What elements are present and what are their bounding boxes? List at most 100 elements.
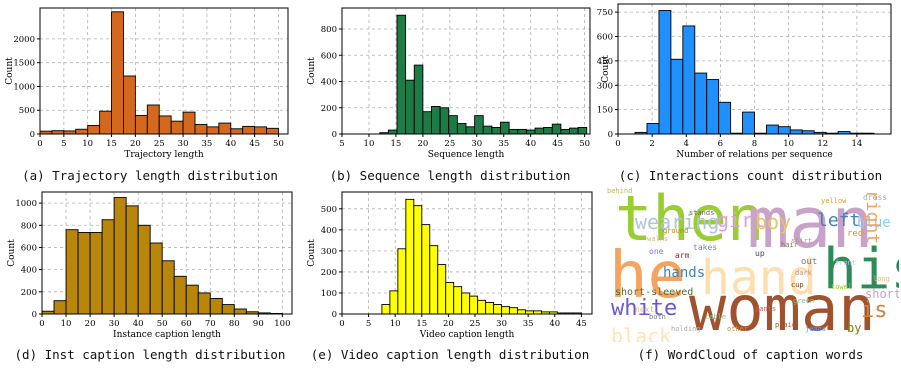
x-axis-label: Instance caption length: [113, 330, 221, 340]
bar: [113, 197, 127, 315]
chart-c-svg: 0 2 4 6 8 10 12 14 0 150 300 450 600 750 Number of rel…: [597, 3, 892, 160]
bar: [445, 281, 455, 315]
bar: [65, 229, 79, 315]
wordcloud-word: is: [861, 298, 888, 323]
chart-d-svg: 0 10 20 30 40 50 60 70 80 90 10002004006008001000I…: [7, 191, 293, 340]
bar: [465, 126, 476, 135]
wordcloud-word: short-sleeved: [615, 287, 694, 298]
caption-c: (c) Interactions count distribution: [618, 168, 883, 183]
bar: [161, 260, 175, 315]
bar: [405, 198, 415, 315]
bar: [194, 124, 208, 135]
wordcloud-word: he: [609, 239, 687, 313]
bar: [173, 275, 187, 315]
wordcloud-word: red: [847, 229, 864, 239]
chart-a-svg: 0 5 10 15 20 25 30 35 40 45 500500100015002000Traj…: [5, 7, 289, 160]
wordcloud-word: cup: [791, 281, 804, 289]
bar: [75, 128, 89, 135]
wordcloud-word: plaid: [775, 321, 797, 329]
caption-e: (e) Video caption length distribution: [310, 347, 590, 362]
wordcloud-word: dress: [863, 193, 888, 202]
bar: [396, 14, 407, 135]
bar: [437, 264, 447, 315]
wordcloud-word: other: [727, 325, 749, 333]
x-tick-label: 35: [498, 139, 509, 149]
bar: [405, 79, 415, 135]
y-tick-label: 0: [608, 130, 613, 140]
bar: [682, 25, 696, 135]
bar: [456, 123, 467, 135]
chart-panel-b: 5 10 15 20 25 30 35 40 45 50 0 200 400 600 800 Sequence…: [300, 0, 600, 166]
wordcloud-word: hands: [663, 265, 706, 281]
wordcloud-word: left: [817, 210, 861, 231]
wordcloud-word: woman: [689, 272, 876, 342]
wordcloud-word: behind: [607, 187, 633, 195]
y-axis-label: Count: [601, 55, 611, 83]
bar: [718, 101, 732, 135]
bar: [221, 304, 235, 315]
bar: [233, 308, 247, 315]
x-tick-label: 60: [181, 319, 192, 329]
x-tick-label: 20: [443, 319, 454, 329]
y-tick-label: 600: [321, 51, 337, 61]
x-tick-label: 10: [783, 139, 794, 149]
x-tick-label: 2: [649, 139, 654, 149]
y-tick-label: 200: [21, 288, 37, 298]
bar: [149, 242, 163, 315]
bar: [89, 232, 103, 315]
bar: [185, 284, 199, 315]
caption-f: (f) WordCloud of caption words: [637, 347, 864, 362]
bar: [101, 219, 115, 315]
chart-panel-d: 0 10 20 30 40 50 60 70 80 90 100 0 200 400 600 800 1000 I…: [0, 190, 300, 344]
x-tick-label: 40: [133, 319, 144, 329]
bar: [421, 224, 431, 315]
bar: [501, 306, 511, 315]
bar: [706, 79, 720, 135]
bar: [230, 128, 244, 135]
y-tick-label: 600: [597, 33, 613, 43]
x-tick-label: 30: [178, 139, 189, 149]
wordcloud-word: both: [649, 313, 666, 321]
bar: [491, 126, 501, 135]
wordcloud-word: jeans: [805, 325, 827, 333]
bar: [477, 299, 487, 315]
wordcloud-word: takes: [693, 243, 718, 252]
x-tick-label: 25: [444, 139, 455, 149]
x-tick-label: 30: [496, 319, 507, 329]
bar: [646, 122, 660, 135]
bar: [551, 123, 562, 135]
bar: [658, 10, 672, 135]
bar: [206, 126, 220, 135]
bar: [413, 64, 424, 135]
plot-frame: [341, 191, 593, 315]
x-tick-label: 40: [525, 139, 536, 149]
y-tick-label: 400: [321, 78, 337, 88]
x-axis-label: Video caption length: [419, 330, 515, 340]
x-tick-label: 14: [851, 139, 862, 149]
wordcloud-word: next: [635, 305, 655, 314]
bars: [381, 198, 582, 315]
bars: [634, 10, 875, 135]
wordcloud-word: one: [649, 247, 664, 256]
plot-frame: [41, 191, 293, 315]
y-tick-label: 400: [21, 266, 37, 276]
y-tick-label: 0: [30, 130, 35, 140]
y-tick-label: 100: [321, 289, 337, 299]
bars: [39, 11, 279, 135]
bar: [461, 292, 471, 315]
y-axis-label: Count: [307, 57, 317, 85]
wordcloud-word: by: [847, 321, 862, 335]
x-tick-label: 0: [39, 319, 44, 329]
bar: [387, 129, 398, 135]
x-tick-label: 8: [752, 139, 757, 149]
caption-d: (d) Inst caption length distribution: [14, 347, 286, 362]
y-tick-label: 1500: [13, 59, 35, 69]
y-tick-label: 800: [321, 25, 337, 35]
wordcloud-word: his: [823, 237, 899, 302]
bar: [99, 110, 112, 135]
wordcloud-word: black: [611, 324, 672, 342]
bar: [266, 127, 279, 135]
x-tick-label: 15: [106, 139, 117, 149]
bar: [197, 292, 211, 315]
bar: [500, 121, 510, 135]
